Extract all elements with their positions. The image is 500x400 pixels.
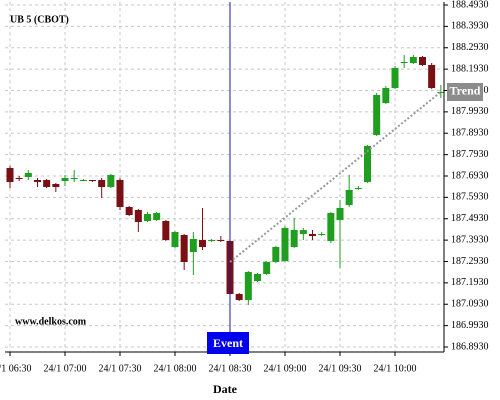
candle-body xyxy=(263,261,271,275)
y-tick-label: 187.5930 xyxy=(451,192,489,203)
x-tick-label: 24/1 10:00 xyxy=(373,363,416,374)
candle-body xyxy=(327,212,335,241)
candle-body xyxy=(391,67,399,88)
candle-body xyxy=(409,56,417,63)
candle-body xyxy=(373,94,381,135)
x-tick-label: 24/1 09:30 xyxy=(318,363,361,374)
candle-body xyxy=(153,212,161,220)
candle-body xyxy=(309,233,316,236)
y-tick-label: 187.7930 xyxy=(451,149,489,160)
candle-body xyxy=(437,91,445,93)
candle-body xyxy=(382,87,390,103)
candle-body xyxy=(189,238,197,253)
candle-body xyxy=(15,178,23,180)
candle-body xyxy=(171,231,179,248)
candle-body xyxy=(281,228,289,262)
candle-body xyxy=(43,179,51,188)
y-tick-label: 186.8930 xyxy=(451,341,489,352)
candle-body xyxy=(79,179,87,181)
x-axis-title: Date xyxy=(213,382,238,396)
x-tick-label: 24/1 08:30 xyxy=(208,363,251,374)
candle-body xyxy=(134,210,142,222)
y-tick-label: 187.2930 xyxy=(451,256,489,267)
x-tick-label: 24/1 09:00 xyxy=(263,363,306,374)
trend-line xyxy=(229,91,442,263)
candle-body xyxy=(290,229,298,248)
event-box xyxy=(207,332,249,354)
candle-body xyxy=(180,234,188,262)
y-tick-label: 187.9930 xyxy=(451,106,489,117)
candle-body xyxy=(364,145,371,183)
candle-body xyxy=(89,179,96,181)
candle-body xyxy=(419,56,426,65)
y-tick-label: 187.0930 xyxy=(451,299,489,310)
candle-body xyxy=(336,207,344,220)
event-label: Event xyxy=(213,336,243,350)
candle-body xyxy=(70,178,78,180)
x-tick-label: 24/1 07:30 xyxy=(98,363,141,374)
trend-box xyxy=(447,82,483,101)
candle-body xyxy=(428,64,436,88)
y-tick-label: 187.3930 xyxy=(451,234,489,245)
candle-body xyxy=(107,174,115,188)
candle-body xyxy=(6,168,14,183)
x-tick-label: 24/1 08:00 xyxy=(153,363,196,374)
candle-body xyxy=(61,178,69,181)
candle-body xyxy=(217,239,225,241)
y-tick-label: 187.1930 xyxy=(451,277,489,288)
x-tick-label: 24/1 07:00 xyxy=(43,363,86,374)
y-tick-label: 186.9930 xyxy=(451,320,489,331)
candle-body xyxy=(162,220,170,240)
y-tick-label: 187.4930 xyxy=(451,213,489,224)
chart-title: UB 5 (CBOT) xyxy=(10,14,69,25)
candle-body xyxy=(24,173,32,177)
candle-body xyxy=(354,187,362,189)
candle-body xyxy=(144,214,151,221)
candle-body xyxy=(116,179,124,207)
candle-body xyxy=(318,233,326,235)
candle-body xyxy=(400,62,408,64)
x-tick-label: 24/1 06:30 xyxy=(0,363,32,374)
y-tick-label: 188.1930 xyxy=(451,63,489,74)
y-tick-label: 188.4930 xyxy=(451,0,489,10)
trend-label: Trend xyxy=(450,84,481,98)
candle-body xyxy=(345,189,353,206)
y-tick-label: 188.2930 xyxy=(451,42,489,53)
candle-body xyxy=(272,247,280,262)
candle-body xyxy=(98,179,106,188)
y-tick-label: 187.6930 xyxy=(451,170,489,181)
y-tick-label: 187.8930 xyxy=(451,128,489,139)
y-tick-label: 188.3930 xyxy=(451,21,489,32)
watermark: www.delkos.com xyxy=(15,316,87,327)
candle-body xyxy=(34,179,41,183)
candle-body xyxy=(199,239,206,248)
candle-body xyxy=(299,229,307,234)
candle-body xyxy=(52,183,60,188)
candle-body xyxy=(208,239,216,241)
candle-body xyxy=(254,274,261,281)
candle-body xyxy=(125,206,133,216)
candle-body xyxy=(244,271,252,300)
candle-body xyxy=(235,293,243,300)
